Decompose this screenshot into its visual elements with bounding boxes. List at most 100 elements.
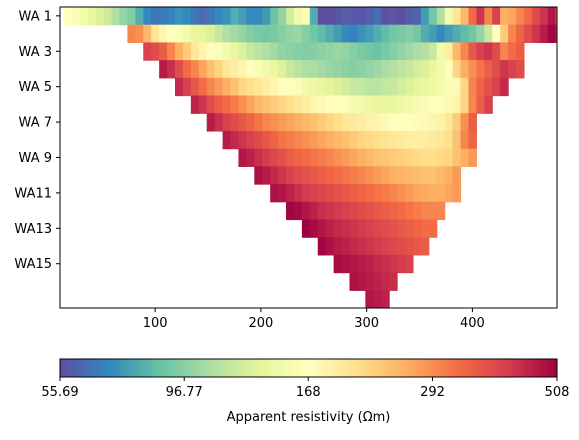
heatmap-cell [516, 42, 525, 61]
heatmap-cell [301, 60, 311, 79]
heatmap-cell [381, 60, 390, 79]
heatmap-cell [317, 201, 327, 221]
colorbar-segment [519, 359, 523, 377]
colorbar-segment [445, 359, 449, 377]
colorbar-segment [368, 359, 372, 377]
heatmap-cell [412, 184, 422, 203]
heatmap-cell [262, 113, 271, 132]
colorbar-segment [549, 359, 553, 377]
heatmap-cell [357, 166, 366, 185]
heatmap-cell [309, 42, 319, 61]
heatmap-cell [222, 7, 232, 26]
heatmap-cell [397, 77, 406, 97]
heatmap-cell [357, 60, 366, 79]
heatmap-cell [182, 7, 192, 26]
heatmap-cell [238, 95, 247, 114]
heatmap-cell [492, 42, 501, 61]
heatmap-cell [476, 77, 485, 97]
heatmap-cell [412, 60, 422, 79]
heatmap-cell [349, 184, 359, 203]
x-tick-label: 100 [143, 316, 168, 331]
heatmap-cell [365, 254, 374, 274]
heatmap-cell [333, 113, 343, 132]
colorbar-segment [306, 359, 309, 377]
colorbar-segment [343, 359, 347, 377]
heatmap-cell [286, 42, 295, 61]
heatmap-cell [357, 237, 366, 256]
heatmap-cell [230, 24, 240, 44]
heatmap-cell [381, 77, 390, 97]
colorbar-segment [437, 359, 441, 377]
colorbar-segment [189, 359, 193, 377]
heatmap-cell [333, 95, 343, 114]
heatmap-cell [262, 24, 271, 44]
heatmap-cell [309, 184, 319, 203]
colorbar-segment [109, 359, 113, 377]
colorbar-segment [243, 359, 247, 377]
heatmap-cell [214, 24, 224, 44]
heatmap-cell [309, 130, 319, 150]
heatmap-cell [357, 113, 366, 132]
heatmap-cell [412, 219, 422, 238]
heatmap-cell [523, 24, 533, 44]
heatmap-cell [270, 7, 279, 26]
colorbar-segment [534, 359, 538, 377]
heatmap-cell [301, 184, 311, 203]
heatmap-cell [278, 95, 287, 114]
heatmap-cell [349, 219, 359, 238]
heatmap-cell [357, 201, 366, 221]
heatmap-cell [270, 166, 279, 185]
colorbar-segment [373, 359, 377, 377]
y-tick-label: WA 5 [19, 80, 52, 95]
heatmap-cell [333, 254, 343, 274]
colorbar-segment [335, 359, 339, 377]
heatmap-cell [309, 7, 319, 26]
heatmap-cell [309, 24, 319, 44]
heatmap-cell [143, 42, 152, 61]
heatmap-cell [381, 95, 390, 114]
heatmap-cell [293, 148, 303, 167]
colorbar-segment [392, 359, 396, 377]
heatmap-cell [182, 60, 192, 79]
heatmap-cell [309, 60, 319, 79]
colorbar-segment [124, 359, 128, 377]
heatmap-cell [484, 95, 493, 114]
colorbar-segment [465, 359, 469, 377]
colorbar-segment [355, 359, 359, 377]
heatmap-cell [452, 77, 462, 97]
heatmap-cell [397, 237, 406, 256]
colorbar-segment [99, 359, 103, 377]
heatmap-cell [365, 60, 374, 79]
heatmap-cell [278, 7, 287, 26]
colorbar-segment [427, 359, 431, 377]
heatmap-cell [349, 272, 359, 291]
heatmap-cell [500, 42, 509, 61]
heatmap-cell [373, 130, 382, 150]
heatmap-cell [452, 95, 462, 114]
colorbar-segment [176, 359, 180, 377]
heatmap-cell [389, 184, 398, 203]
heatmap-cell [246, 7, 255, 26]
colorbar-segment [358, 359, 362, 377]
heatmap-cell [404, 184, 414, 203]
heatmap-cell [309, 166, 319, 185]
colorbar-segment [258, 359, 262, 377]
heatmap-cell [309, 148, 319, 167]
heatmap-cell [531, 7, 541, 26]
colorbar-segment [440, 359, 444, 377]
colorbar-segment [529, 359, 533, 377]
colorbar-gradient [60, 359, 558, 377]
heatmap-cell [373, 237, 382, 256]
heatmap-cell [460, 77, 470, 97]
heatmap-cell [365, 42, 374, 61]
heatmap-cell [317, 237, 327, 256]
heatmap-cell [389, 24, 398, 44]
heatmap-cell [412, 201, 422, 221]
colorbar-segment [537, 359, 541, 377]
heatmap-cell [286, 24, 295, 44]
heatmap-cell [365, 77, 374, 97]
heatmap-cell [182, 77, 192, 97]
heatmap-cell [404, 148, 414, 167]
heatmap-cell [214, 7, 224, 26]
heatmap-cell [381, 130, 390, 150]
